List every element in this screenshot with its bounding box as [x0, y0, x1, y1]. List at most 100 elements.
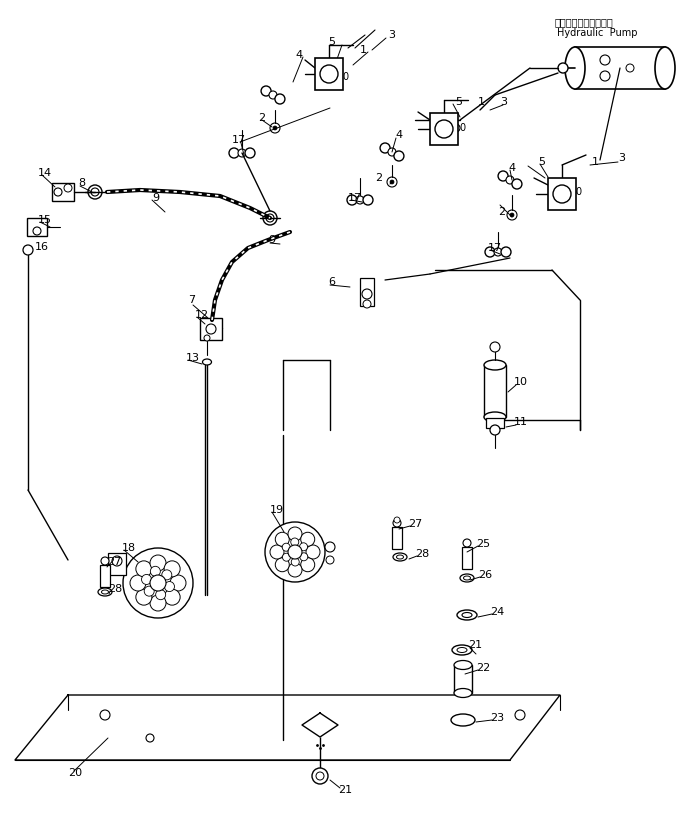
Circle shape: [146, 734, 154, 742]
Text: 21: 21: [468, 640, 482, 650]
Bar: [548, 178, 576, 210]
Circle shape: [393, 519, 401, 527]
Circle shape: [136, 561, 152, 577]
Circle shape: [362, 289, 372, 299]
Ellipse shape: [655, 47, 675, 89]
Circle shape: [275, 558, 289, 572]
Ellipse shape: [397, 555, 404, 559]
Circle shape: [320, 65, 338, 83]
Bar: [100, 565, 110, 587]
Circle shape: [265, 522, 325, 582]
Circle shape: [101, 557, 109, 565]
Circle shape: [490, 425, 500, 435]
Circle shape: [498, 171, 508, 181]
Text: 12: 12: [195, 310, 209, 320]
Circle shape: [123, 548, 193, 618]
Ellipse shape: [451, 714, 475, 726]
Circle shape: [325, 542, 335, 552]
Text: 28: 28: [415, 549, 429, 559]
Text: 17: 17: [488, 243, 502, 253]
Text: 21: 21: [338, 785, 352, 795]
Text: 2: 2: [375, 173, 382, 183]
Circle shape: [282, 543, 290, 551]
Text: 19: 19: [270, 505, 284, 515]
Circle shape: [312, 768, 328, 784]
Text: 20: 20: [68, 768, 82, 778]
Circle shape: [288, 563, 302, 577]
Circle shape: [463, 539, 471, 547]
Text: 10: 10: [514, 377, 528, 387]
Ellipse shape: [457, 647, 467, 652]
Circle shape: [316, 772, 324, 780]
Text: 3: 3: [618, 153, 625, 163]
Circle shape: [512, 179, 522, 189]
Circle shape: [435, 120, 453, 138]
Bar: [575, 47, 665, 89]
Text: 5: 5: [455, 97, 462, 107]
Circle shape: [387, 177, 397, 187]
Bar: [454, 665, 472, 693]
Circle shape: [263, 211, 277, 225]
Text: 1: 1: [360, 45, 367, 55]
Bar: [200, 318, 222, 340]
Circle shape: [553, 185, 571, 203]
Circle shape: [600, 71, 610, 81]
Ellipse shape: [464, 576, 470, 580]
Circle shape: [229, 148, 239, 158]
Circle shape: [270, 545, 284, 559]
Text: 8: 8: [78, 178, 85, 188]
Circle shape: [363, 195, 373, 205]
Circle shape: [388, 148, 396, 156]
Text: 28: 28: [108, 584, 122, 594]
Circle shape: [64, 184, 72, 192]
Circle shape: [164, 582, 174, 592]
Bar: [52, 183, 74, 201]
Text: 7: 7: [188, 295, 195, 305]
Bar: [392, 527, 402, 549]
Circle shape: [204, 335, 210, 341]
Circle shape: [150, 575, 166, 591]
Text: ハイドロリックポンプ: ハイドロリックポンプ: [555, 17, 614, 27]
Circle shape: [507, 210, 517, 220]
Text: 5: 5: [328, 37, 335, 47]
Text: 25: 25: [476, 539, 490, 549]
Text: 0: 0: [342, 72, 348, 82]
Circle shape: [206, 324, 216, 334]
Polygon shape: [15, 695, 560, 760]
Text: 18: 18: [122, 543, 136, 553]
Circle shape: [291, 558, 299, 566]
Text: 11: 11: [514, 417, 528, 427]
Bar: [486, 418, 504, 428]
Ellipse shape: [457, 610, 477, 620]
Circle shape: [485, 247, 495, 257]
Text: 9: 9: [152, 193, 159, 203]
Text: 16: 16: [35, 242, 49, 252]
Circle shape: [155, 590, 166, 600]
Circle shape: [162, 570, 171, 580]
Bar: [108, 553, 126, 575]
Text: 3: 3: [500, 97, 507, 107]
Circle shape: [208, 324, 216, 332]
Circle shape: [91, 188, 99, 196]
Circle shape: [141, 574, 151, 584]
Circle shape: [394, 151, 404, 161]
Circle shape: [626, 64, 634, 72]
Ellipse shape: [98, 588, 112, 596]
Ellipse shape: [460, 574, 474, 582]
Ellipse shape: [454, 689, 472, 697]
Circle shape: [275, 94, 285, 104]
Circle shape: [558, 63, 568, 73]
Ellipse shape: [102, 590, 109, 594]
Circle shape: [33, 227, 41, 235]
Circle shape: [334, 72, 342, 80]
Text: 0: 0: [575, 187, 581, 197]
Circle shape: [300, 553, 308, 561]
Text: 22: 22: [476, 663, 490, 673]
Bar: [360, 278, 374, 306]
Circle shape: [380, 143, 390, 153]
Circle shape: [501, 247, 511, 257]
Circle shape: [170, 575, 186, 591]
Text: 27: 27: [408, 519, 422, 529]
Text: 1: 1: [478, 97, 485, 107]
Polygon shape: [302, 713, 338, 737]
